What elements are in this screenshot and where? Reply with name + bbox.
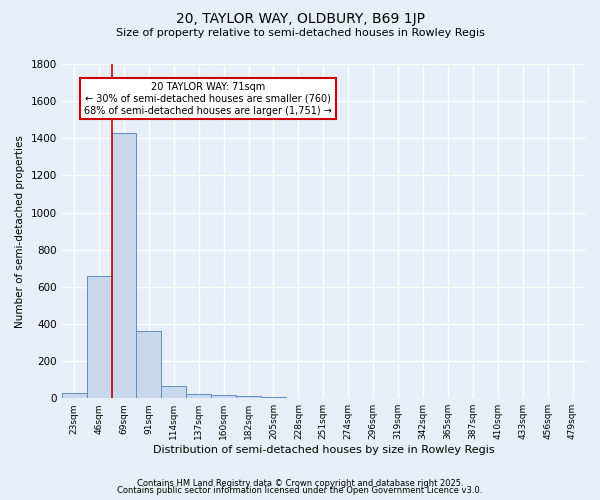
Bar [161, 386, 186, 398]
Text: Contains HM Land Registry data © Crown copyright and database right 2025.: Contains HM Land Registry data © Crown c… [137, 478, 463, 488]
Y-axis label: Number of semi-detached properties: Number of semi-detached properties [15, 134, 25, 328]
Text: 20, TAYLOR WAY, OLDBURY, B69 1JP: 20, TAYLOR WAY, OLDBURY, B69 1JP [176, 12, 425, 26]
X-axis label: Distribution of semi-detached houses by size in Rowley Regis: Distribution of semi-detached houses by … [152, 445, 494, 455]
Bar [186, 394, 211, 398]
Bar [86, 276, 112, 398]
Bar [62, 392, 86, 398]
Text: Contains public sector information licensed under the Open Government Licence v3: Contains public sector information licen… [118, 486, 482, 495]
Bar [112, 132, 136, 398]
Bar [136, 332, 161, 398]
Bar [211, 396, 236, 398]
Bar [236, 396, 261, 398]
Text: Size of property relative to semi-detached houses in Rowley Regis: Size of property relative to semi-detach… [116, 28, 484, 38]
Text: 20 TAYLOR WAY: 71sqm
← 30% of semi-detached houses are smaller (760)
68% of semi: 20 TAYLOR WAY: 71sqm ← 30% of semi-detac… [84, 82, 332, 116]
